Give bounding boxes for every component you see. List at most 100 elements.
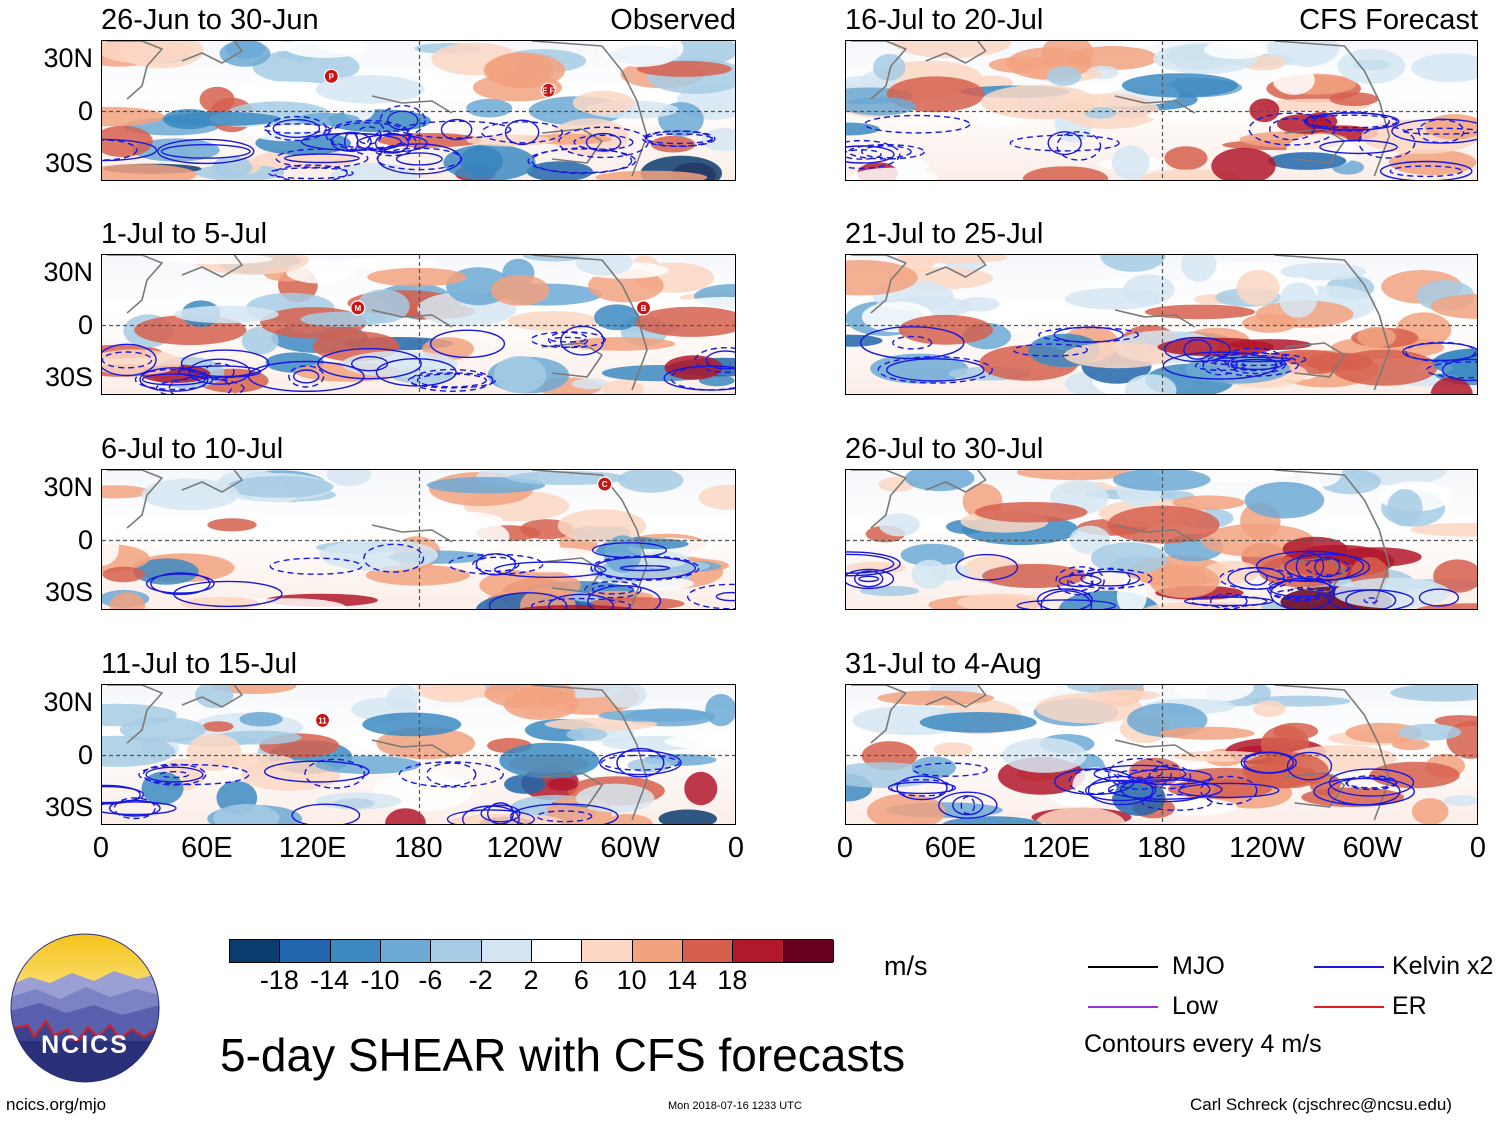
legend-swatch: [1088, 1006, 1158, 1008]
kelvin-contour: [273, 164, 348, 180]
shade-blob: [701, 128, 735, 152]
shade-blob: [330, 162, 418, 180]
shade-blob: [636, 60, 732, 77]
kelvin-contour: [1058, 574, 1102, 588]
shade-blob: [418, 70, 451, 91]
kelvin-contour: [892, 335, 933, 350]
lon-tick-label: 60E: [181, 832, 233, 864]
shade-blob: [1331, 349, 1438, 386]
kelvin-contour: [960, 795, 976, 815]
kelvin-contour: [938, 791, 998, 819]
shade-blob: [385, 808, 426, 824]
storm-marker-label: P: [329, 72, 335, 81]
shade-blob: [974, 501, 1088, 523]
kelvin-contour: [1270, 577, 1336, 609]
coastline: [1274, 470, 1391, 606]
kelvin-contour: [1327, 589, 1414, 609]
storm-marker-dot: [635, 300, 652, 316]
kelvin-contour: [1379, 160, 1473, 180]
shade-blob: [1397, 723, 1462, 741]
coastline: [181, 255, 243, 278]
legend-label: MJO: [1172, 952, 1225, 980]
shade-blob: [173, 305, 279, 324]
kelvin-contour: [854, 570, 884, 588]
kelvin-contour: [480, 804, 521, 823]
shade-blob: [1280, 262, 1367, 281]
shade-blob: [226, 476, 334, 498]
kelvin-contour: [616, 747, 665, 778]
kelvin-contour: [1183, 339, 1212, 360]
shade-blob: [466, 98, 513, 118]
lat-tick-label: 30N: [43, 686, 93, 717]
shade-blob: [981, 84, 1098, 120]
shade-blob: [877, 690, 994, 706]
shade-blob: [213, 804, 280, 824]
kelvin-contour: [410, 368, 494, 392]
map-panel: P E F: [101, 40, 736, 181]
shade-blob: [1147, 109, 1213, 122]
coastline: [925, 470, 987, 493]
shade-blob: [1391, 739, 1430, 751]
kelvin-contour: [102, 785, 145, 804]
lon-tick-label: 0: [836, 832, 854, 864]
lat-tick-label: 0: [77, 524, 93, 555]
panel-title: 26-Jul to 30-Jul: [845, 433, 1044, 465]
shade-blob: [195, 685, 234, 709]
storm-marker: E F: [540, 82, 556, 98]
kelvin-contour: [560, 325, 605, 356]
kelvin-contour: [267, 167, 354, 180]
kelvin-contour: [1127, 768, 1212, 786]
lat-tick-label: 30S: [44, 577, 93, 608]
colorbar-tick-label: -2: [468, 965, 493, 995]
shade-blob: [1272, 722, 1319, 740]
shade-blob: [846, 334, 883, 347]
panel-title: 6-Jul to 10-Jul: [101, 433, 284, 465]
kelvin-contour: [1200, 775, 1258, 805]
kelvin-contour: [1067, 568, 1153, 589]
kelvin-contour: [487, 802, 514, 824]
lat-tick-label: 30S: [44, 792, 93, 823]
shade-blob: [1100, 255, 1166, 272]
coastline: [107, 685, 163, 744]
storm-marker-label: C: [602, 480, 608, 489]
coastline: [181, 685, 243, 708]
footer-url[interactable]: ncics.org/mjo: [6, 1095, 107, 1114]
legend-swatch: [1314, 1006, 1384, 1008]
kelvin-contour: [475, 553, 516, 576]
shade-blob: [1279, 282, 1318, 318]
shade-blob: [1282, 536, 1348, 562]
map-panel: 11: [101, 684, 736, 825]
kelvin-contour: [1303, 112, 1400, 131]
coastline: [1114, 95, 1196, 114]
colorbar-segment: [733, 940, 784, 962]
lon-tick-label: 120W: [1229, 832, 1305, 864]
kelvin-contour: [1244, 571, 1268, 586]
shade-blob: [866, 793, 946, 824]
kelvin-contour: [536, 810, 593, 823]
storm-marker-dot: [597, 476, 613, 492]
kelvin-contour: [548, 593, 614, 609]
coastline: [371, 524, 453, 543]
kelvin-contour: [1200, 352, 1307, 367]
shade-blob: [1159, 726, 1255, 740]
kelvin-contour: [269, 557, 363, 575]
panel-title: 16-Jul to 20-Jul: [845, 4, 1044, 36]
lat-tick-label: 30N: [43, 256, 93, 287]
shade-blob: [1249, 98, 1280, 123]
shade-blob: [507, 311, 599, 331]
shade-blob: [1416, 603, 1477, 609]
shade-blob: [635, 306, 735, 337]
kelvin-contour: [1141, 793, 1213, 811]
kelvin-contour: [493, 561, 607, 578]
shade-blob: [978, 685, 1056, 703]
shade-blob: [443, 144, 536, 180]
shade-blob: [1063, 342, 1173, 369]
shade-blob: [1236, 269, 1280, 306]
map-svg: [846, 41, 1477, 180]
shade-blob: [484, 685, 576, 709]
shade-blob: [905, 470, 975, 492]
kelvin-contour: [102, 139, 138, 161]
coastline: [925, 255, 987, 278]
kelvin-contour: [955, 553, 1019, 581]
shade-blob: [1273, 65, 1315, 95]
